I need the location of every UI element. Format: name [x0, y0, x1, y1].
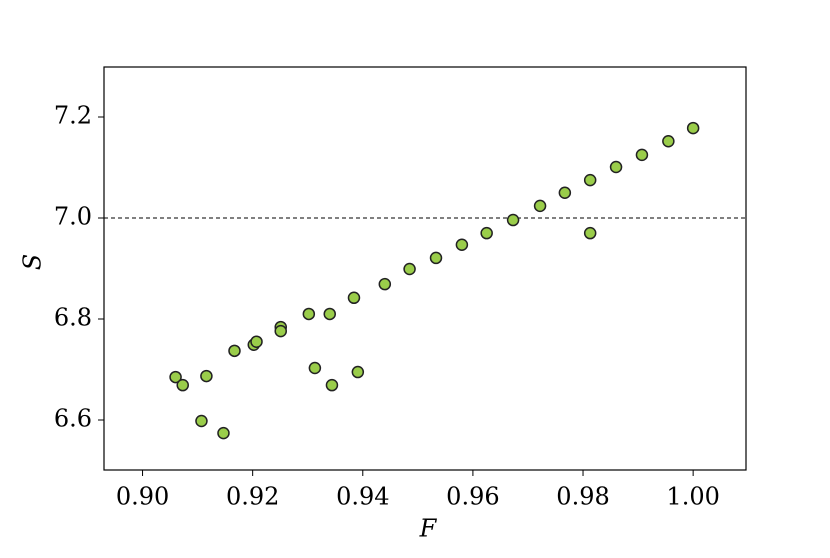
x-tick-label: 0.98 — [556, 483, 609, 511]
point — [351, 365, 365, 379]
x-tick-label: 0.94 — [336, 483, 389, 511]
y-tick-label: 7.2 — [54, 101, 92, 129]
point — [403, 262, 416, 276]
point — [308, 361, 322, 375]
point — [195, 414, 208, 428]
x-tick-label: 0.90 — [116, 483, 169, 511]
point — [274, 324, 287, 338]
point — [533, 199, 547, 213]
y-tick-label: 7.0 — [54, 202, 92, 230]
point — [347, 291, 361, 305]
x-tick-label: 0.92 — [226, 483, 279, 511]
point — [583, 226, 597, 240]
point — [686, 121, 700, 135]
y-tick-label: 6.6 — [54, 405, 92, 433]
point — [228, 344, 241, 358]
point — [506, 213, 520, 227]
point — [250, 335, 263, 348]
x-tick-label: 1.00 — [666, 483, 719, 511]
point — [635, 148, 649, 162]
point — [323, 307, 336, 321]
point — [455, 238, 469, 252]
point — [583, 173, 597, 187]
y-axis-label: S — [19, 254, 47, 270]
point — [558, 186, 572, 199]
point — [378, 277, 392, 291]
point — [429, 251, 443, 265]
point — [609, 160, 623, 174]
x-tick-label: 0.96 — [446, 483, 499, 511]
point — [169, 370, 182, 384]
point — [200, 369, 213, 383]
point — [217, 426, 230, 440]
x-axis-label: F — [419, 515, 438, 543]
point — [480, 226, 493, 240]
point — [325, 378, 339, 392]
plot-frame — [103, 66, 747, 471]
point — [302, 307, 316, 321]
point — [176, 378, 189, 392]
point — [662, 134, 675, 148]
y-tick-label: 6.8 — [54, 304, 92, 332]
